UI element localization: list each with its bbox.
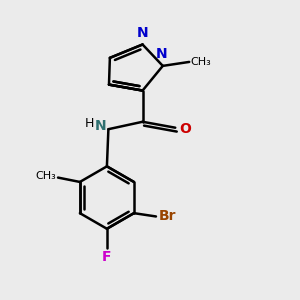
Text: N: N [137,26,148,40]
Text: F: F [102,250,112,265]
Text: O: O [179,122,191,136]
Text: CH₃: CH₃ [36,171,56,181]
Text: H: H [85,117,94,130]
Text: CH₃: CH₃ [191,57,212,67]
Text: N: N [155,46,167,61]
Text: Br: Br [158,209,176,224]
Text: N: N [94,119,106,133]
